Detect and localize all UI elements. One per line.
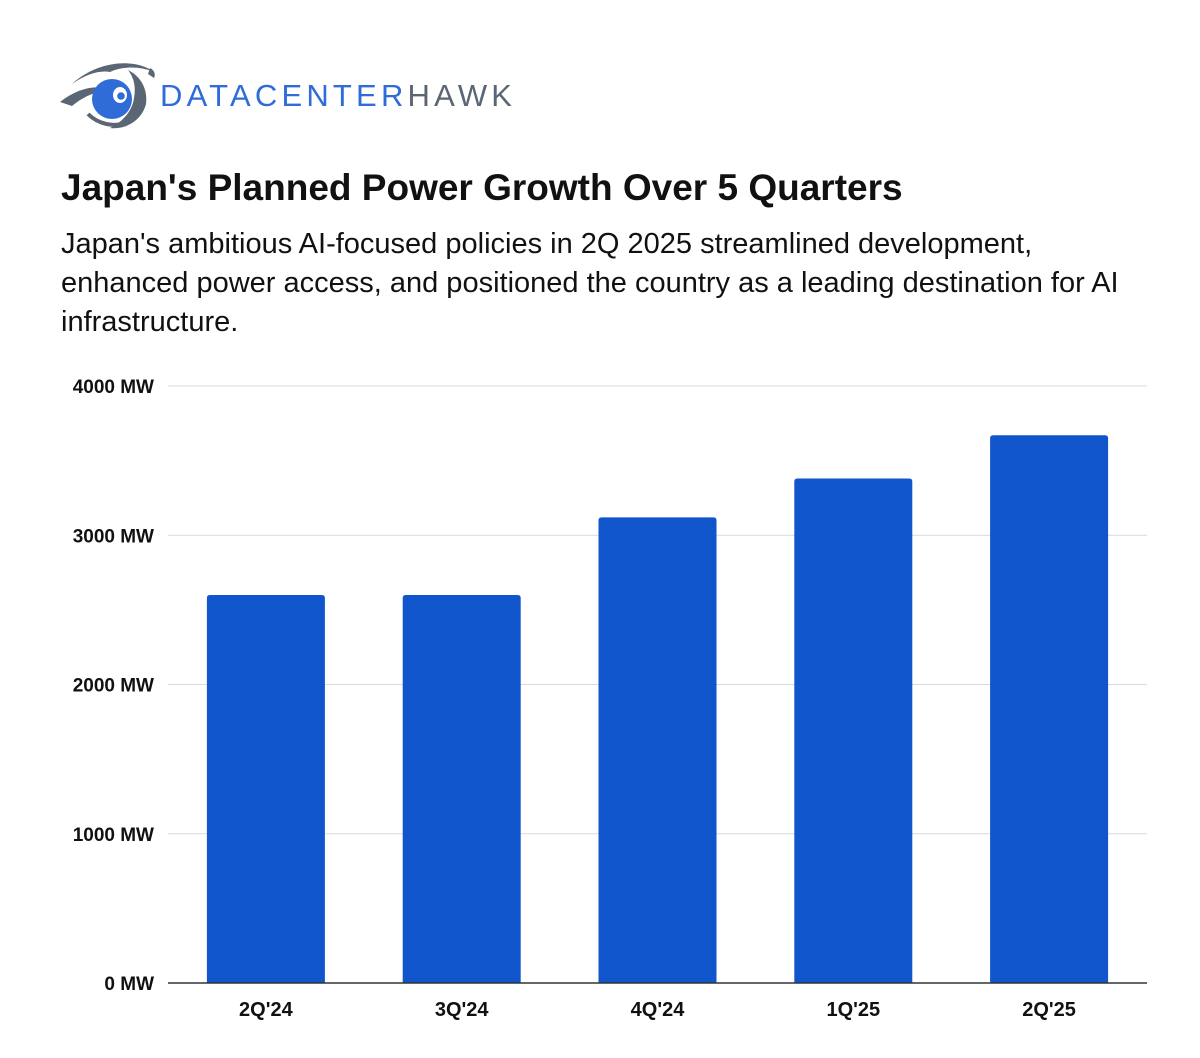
bars bbox=[206, 435, 1109, 983]
x-axis-ticks: 2Q'24 3Q'24 4Q'24 1Q'25 2Q'25 bbox=[239, 999, 1076, 1021]
x-tick-label: 3Q'24 bbox=[435, 999, 490, 1021]
hawk-eye-icon bbox=[60, 63, 155, 129]
y-tick-label: 4000 MW bbox=[73, 377, 154, 398]
brand-name-part2: HAWK bbox=[407, 77, 517, 113]
y-tick-label: 1000 MW bbox=[73, 825, 154, 846]
brand-name-part1: DATACENTER bbox=[160, 77, 408, 113]
y-tick-label: 0 MW bbox=[104, 974, 154, 995]
bar bbox=[206, 594, 325, 983]
bar bbox=[794, 478, 913, 983]
y-axis-ticks: 0 MW 1000 MW 2000 MW 3000 MW 4000 MW bbox=[73, 377, 154, 995]
chart-subtitle: Japan's ambitious AI-focused policies in… bbox=[61, 228, 1119, 338]
y-tick-label: 3000 MW bbox=[73, 526, 154, 547]
brand-logo: DATACENTERHAWK bbox=[58, 60, 516, 132]
x-tick-label: 2Q'25 bbox=[1022, 999, 1076, 1021]
x-tick-label: 2Q'24 bbox=[239, 999, 294, 1021]
y-tick-label: 2000 MW bbox=[73, 676, 154, 697]
x-tick-label: 1Q'25 bbox=[826, 999, 880, 1021]
brand-wordmark: DATACENTERHAWK bbox=[160, 80, 516, 111]
bar bbox=[598, 517, 717, 983]
chart-title: Japan's Planned Power Growth Over 5 Quar… bbox=[61, 167, 903, 208]
bar bbox=[990, 435, 1109, 983]
bar bbox=[402, 594, 521, 983]
x-tick-label: 4Q'24 bbox=[631, 999, 686, 1021]
